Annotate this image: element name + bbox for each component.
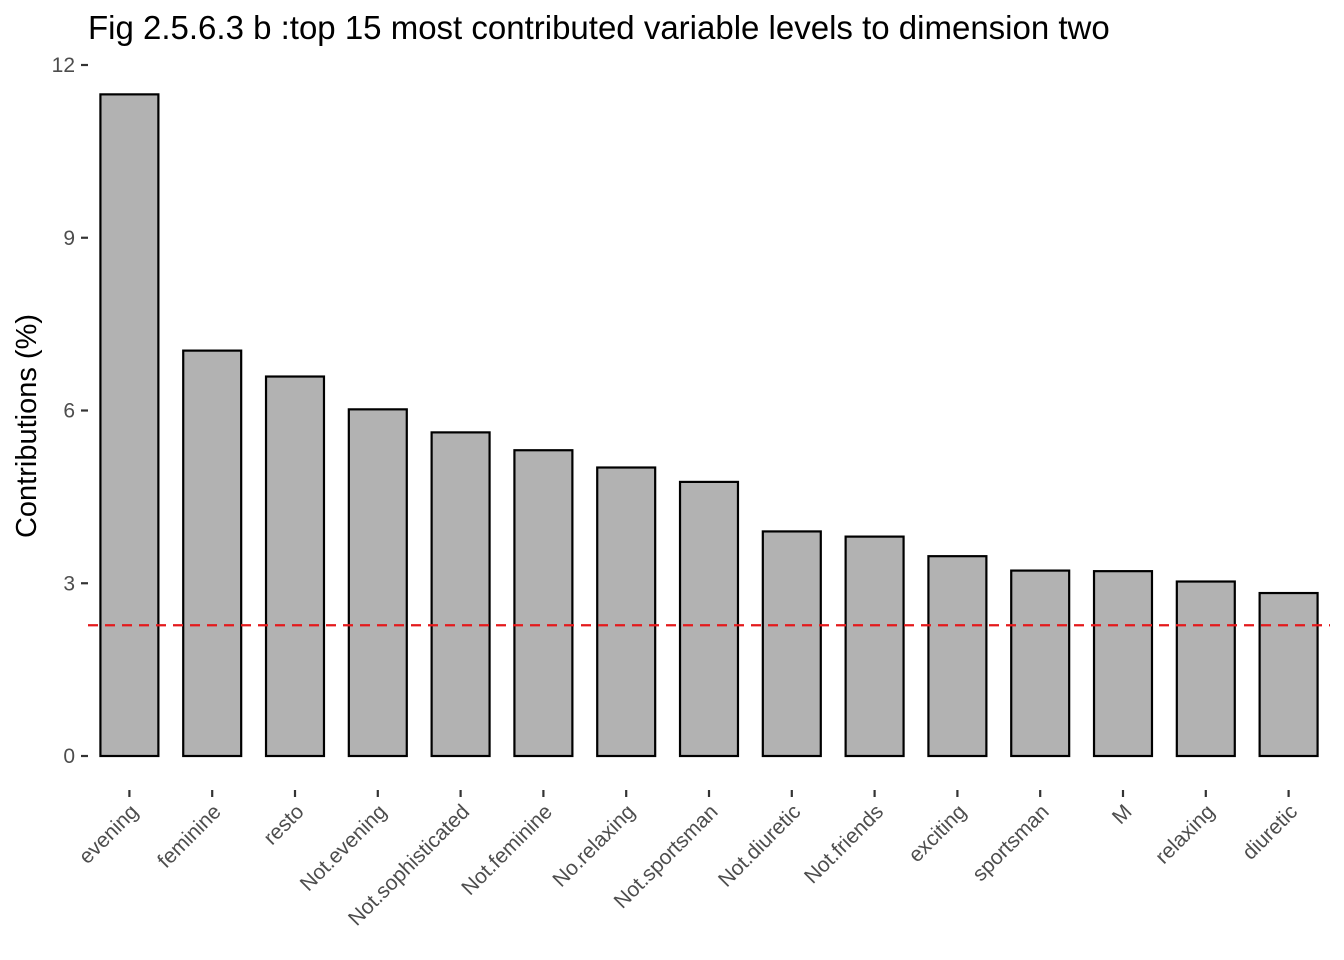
bar bbox=[1175, 580, 1236, 758]
y-tick-label: 0 bbox=[63, 745, 75, 768]
x-tick-label: feminine bbox=[153, 800, 225, 872]
x-tick-label: No.relaxing bbox=[548, 800, 639, 891]
y-tick-label: 3 bbox=[63, 572, 75, 595]
x-tick-label: M bbox=[1108, 800, 1137, 829]
bar bbox=[927, 555, 988, 758]
x-tick-label: Not.diuretic bbox=[714, 800, 805, 891]
bar bbox=[1010, 569, 1071, 758]
x-tick-label: evening bbox=[75, 800, 143, 868]
bar bbox=[844, 535, 905, 758]
y-axis-label: Contributions (%) bbox=[11, 314, 43, 538]
x-tick-label: sportsman bbox=[968, 800, 1054, 886]
y-tick-label: 6 bbox=[63, 400, 75, 423]
x-tick-label: relaxing bbox=[1151, 800, 1219, 868]
y-tick-label: 9 bbox=[63, 227, 75, 250]
x-tick-label: resto bbox=[259, 800, 308, 849]
bar bbox=[430, 431, 491, 758]
bar bbox=[347, 408, 408, 758]
y-axis: 0 3 6 9 12 bbox=[52, 54, 88, 768]
bar bbox=[99, 93, 160, 758]
bar bbox=[1092, 570, 1154, 758]
x-tick-label: exciting bbox=[904, 800, 971, 867]
x-axis: evening feminine restoNot.eveningNot.sophi… bbox=[75, 790, 1302, 930]
bar bbox=[513, 449, 574, 758]
bar bbox=[1258, 591, 1319, 758]
bar bbox=[678, 480, 740, 758]
x-tick-label: diuretic bbox=[1238, 800, 1302, 864]
bars bbox=[99, 93, 1319, 758]
bar bbox=[761, 530, 822, 758]
x-tick-label: Not.friends bbox=[800, 800, 888, 888]
y-tick-label: 12 bbox=[52, 54, 75, 77]
chart-title: Fig 2.5.6.3 b :top 15 most contributed v… bbox=[88, 9, 1110, 46]
bar bbox=[182, 349, 243, 758]
bar bbox=[596, 466, 657, 758]
bar bbox=[264, 375, 326, 758]
